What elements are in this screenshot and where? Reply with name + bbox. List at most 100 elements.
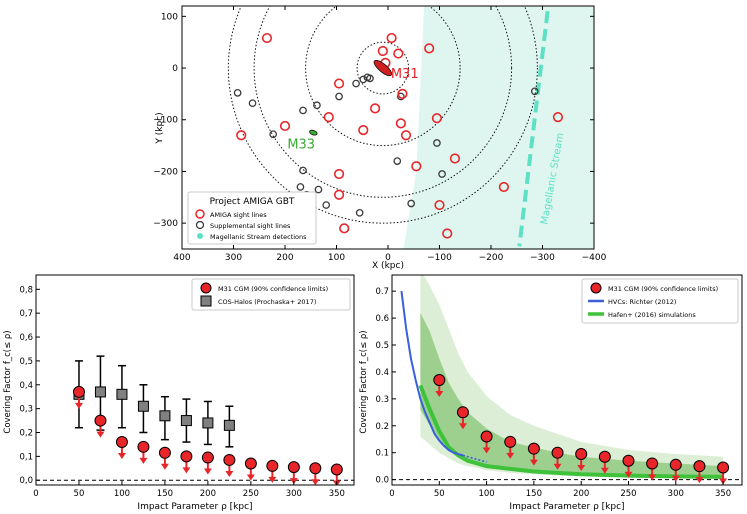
right-panel-frame (391, 274, 743, 486)
x-tick-label: 0 (385, 253, 391, 263)
amiga-sightline (358, 124, 369, 136)
supplemental-sightline (352, 79, 360, 88)
upper-limit-arrow-head (74, 402, 83, 409)
cos-halos-marker (94, 386, 106, 398)
x-tick-label: 350 (715, 489, 731, 499)
left-panel-xlabel: Impact Parameter ρ [kpc] (137, 502, 252, 512)
upper-limit-arrow-head (117, 453, 126, 460)
cos-halos-marker (180, 415, 192, 427)
x-tick-label: 100 (478, 489, 494, 499)
sky-map-legend: Project AMIGA GBT AMIGA sight lines Supp… (187, 191, 317, 245)
m31-cgm-marker (527, 442, 540, 455)
x-tick-label: 350 (329, 489, 345, 499)
x-tick-label: 300 (225, 253, 242, 263)
upper-limit-arrow-head (671, 475, 680, 482)
y-tick-label: 0,1 (19, 452, 33, 462)
covering-factor-right-panel: 0 50 100 150 200 250 300 350 0.0 0.1 0.2 0.3 0.4 0.5 0… (359, 274, 743, 512)
legend-m31-label: M31 CGM (90% confidence limits) (608, 285, 718, 293)
amiga-sightline (339, 223, 350, 234)
supplemental-sightline (299, 106, 307, 115)
y-tick-label: 0.0 (375, 476, 389, 486)
amiga-sightline (333, 78, 345, 89)
supplemental-sightline (407, 199, 416, 208)
m31-cgm-marker (456, 406, 469, 419)
right-panel-axes: 0 50 100 150 200 250 300 350 0.0 0.1 0.2 0.3 0.4 0.5 0… (375, 287, 731, 499)
y-tick-label: −200 (153, 167, 178, 177)
upper-limit-arrow-head (246, 474, 255, 481)
distance-circle (253, 6, 513, 198)
amiga-sightline (449, 153, 461, 164)
x-tick-label: −200 (479, 253, 504, 263)
amiga-sightline (552, 112, 564, 123)
sky-map-panel: 400 300 200 100 0 −100 −200 −300 −400 100 0 −100 −20… (153, 5, 607, 271)
upper-limit-arrow-head (225, 470, 234, 477)
y-tick-label: −300 (153, 219, 178, 229)
stream-axis-line (517, 10, 550, 247)
y-tick-label: 0,8 (19, 285, 33, 295)
cos-halos-marker (223, 419, 235, 431)
m31-cgm-marker (646, 457, 659, 470)
amiga-points (236, 32, 564, 239)
legend-box (581, 278, 739, 324)
upper-limit-arrow-head (182, 467, 191, 474)
supplemental-points (233, 73, 539, 217)
x-tick-label: −100 (427, 253, 452, 263)
upper-limit-arrow-head (96, 431, 105, 438)
legend-stream-marker (197, 233, 203, 239)
y-tick-label: 0.6 (375, 314, 389, 324)
m31-cgm-marker (266, 459, 279, 472)
supplemental-sightline (248, 99, 257, 108)
y-tick-label: 0,2 (19, 429, 33, 439)
upper-limit-arrow-head (600, 467, 609, 474)
x-tick-label: 150 (157, 489, 173, 499)
galaxies (309, 59, 393, 136)
m31-cgm-marker (330, 463, 343, 476)
cos-halos-marker (159, 410, 171, 422)
amiga-sightline (279, 120, 291, 132)
y-tick-label: 0.3 (375, 395, 389, 405)
amiga-sightline (393, 48, 404, 59)
amiga-sightline (442, 228, 453, 239)
stream-shade (403, 6, 594, 249)
y-tick-label: 0,4 (19, 381, 33, 391)
amiga-sightline (386, 32, 397, 44)
amiga-sightline (261, 32, 273, 44)
supplemental-sightline (296, 183, 305, 191)
m31-cgm-marker (433, 374, 446, 386)
upper-limit-arrow-head (482, 447, 491, 454)
cos-halos-marker (137, 400, 149, 412)
x-tick-label: 0 (33, 489, 38, 499)
m31-cgm-marker (287, 461, 300, 474)
m31-cgm-marker (598, 450, 611, 463)
upper-limit-arrow-head (268, 476, 277, 483)
upper-limit-arrow-head (648, 474, 657, 481)
cos-halos-points (73, 355, 235, 448)
supplemental-sightline (530, 87, 539, 96)
y-tick-label: 0 (172, 64, 178, 74)
amiga-sightline (395, 118, 406, 129)
m31-cgm-marker (223, 453, 236, 466)
x-tick-label: −400 (582, 253, 607, 263)
amiga-sightline (370, 103, 381, 114)
y-tick-label: 0.1 (375, 449, 389, 459)
distance-circle (305, 6, 461, 147)
y-tick-label: 0.4 (375, 368, 389, 378)
y-tick-label: 0.5 (375, 341, 389, 351)
right-panel-legend: M31 CGM (90% confidence limits) HVCs: Ri… (581, 278, 739, 324)
x-tick-label: 300 (668, 489, 684, 499)
m31-label: M31 (391, 67, 419, 82)
m31-cgm-marker (72, 385, 85, 398)
amiga-sightline (377, 45, 388, 57)
x-tick-label: 100 (328, 253, 345, 263)
supplemental-sightline (397, 92, 405, 101)
m31-cgm-marker (158, 446, 171, 459)
x-tick-label: 100 (114, 489, 130, 499)
supplemental-sightline (322, 201, 331, 209)
legend-hafen-label: Hafen+ (2016) simulations (608, 311, 696, 319)
x-tick-label: 200 (573, 489, 589, 499)
legend-cos-label: COS-Halos (Prochaska+ 2017) (218, 298, 316, 306)
legend-box (191, 278, 351, 311)
hafen-simulation-line (418, 384, 724, 479)
supplemental-sightline (366, 74, 374, 83)
m31-cgm-marker (551, 446, 564, 459)
